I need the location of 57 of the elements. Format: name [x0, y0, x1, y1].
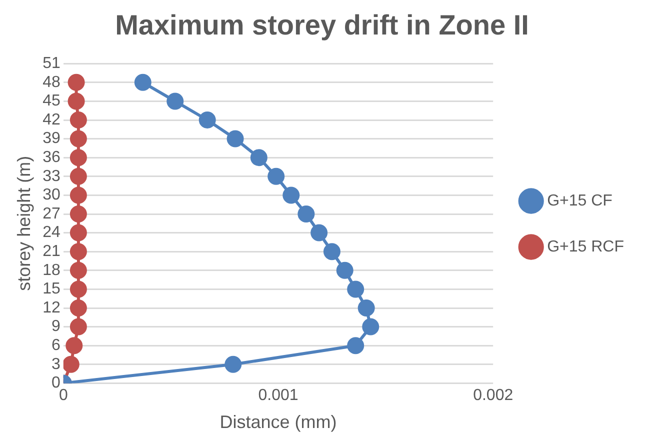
y-tick-label: 45 — [42, 92, 60, 110]
point — [347, 337, 364, 354]
y-tick-label: 39 — [42, 130, 60, 148]
point — [310, 224, 328, 242]
point — [134, 74, 152, 91]
y-tick-label: 30 — [42, 186, 60, 204]
point — [70, 262, 87, 279]
y-tick-label: 12 — [42, 299, 60, 316]
point — [63, 356, 80, 373]
point — [68, 74, 85, 91]
y-tick-label: 21 — [42, 243, 60, 260]
point — [166, 92, 184, 110]
point — [70, 168, 87, 185]
y-tick-label: 9 — [51, 318, 60, 336]
y-tick-label: 36 — [42, 149, 60, 166]
y-tick-label: 48 — [42, 74, 60, 91]
point — [70, 318, 87, 336]
legend-label: G+15 CF — [547, 192, 613, 210]
y-tick-label: 51 — [42, 55, 60, 72]
y-tick-label: 3 — [51, 356, 60, 373]
point — [323, 243, 340, 260]
point — [282, 186, 300, 204]
y-tick-label: 0 — [51, 374, 60, 392]
y-tick-label: 33 — [42, 168, 60, 185]
point — [347, 280, 364, 298]
point — [362, 318, 380, 336]
y-tick-label: 15 — [42, 280, 60, 298]
point — [198, 112, 216, 128]
point — [66, 337, 83, 354]
y-tick-label: 42 — [42, 111, 60, 128]
y-tick-label: 24 — [42, 224, 60, 242]
point — [70, 112, 87, 128]
point — [70, 280, 87, 298]
point — [250, 149, 268, 166]
point — [70, 243, 87, 260]
point — [70, 186, 87, 204]
y-tick-label: 18 — [42, 262, 60, 279]
x-tick-label: 0.002 — [473, 387, 514, 404]
point — [336, 262, 354, 279]
point — [226, 130, 244, 148]
point — [298, 206, 315, 222]
x-axis-title: Distance (mm) — [220, 412, 337, 432]
y-tick-label: 27 — [42, 205, 60, 222]
point — [70, 224, 87, 242]
point — [70, 149, 87, 166]
point — [70, 206, 87, 222]
point — [268, 168, 285, 185]
x-tick-label: 0.001 — [258, 387, 298, 404]
point — [70, 130, 87, 148]
y-tick-label: 6 — [51, 337, 60, 354]
legend-label: G+15 RCF — [547, 238, 624, 256]
point — [68, 92, 85, 110]
point — [358, 300, 375, 316]
y-axis-title: storey height (m) — [14, 156, 34, 291]
chart-title: Maximum storey drift in Zone II — [115, 10, 529, 41]
point — [70, 300, 87, 316]
point — [224, 356, 242, 373]
